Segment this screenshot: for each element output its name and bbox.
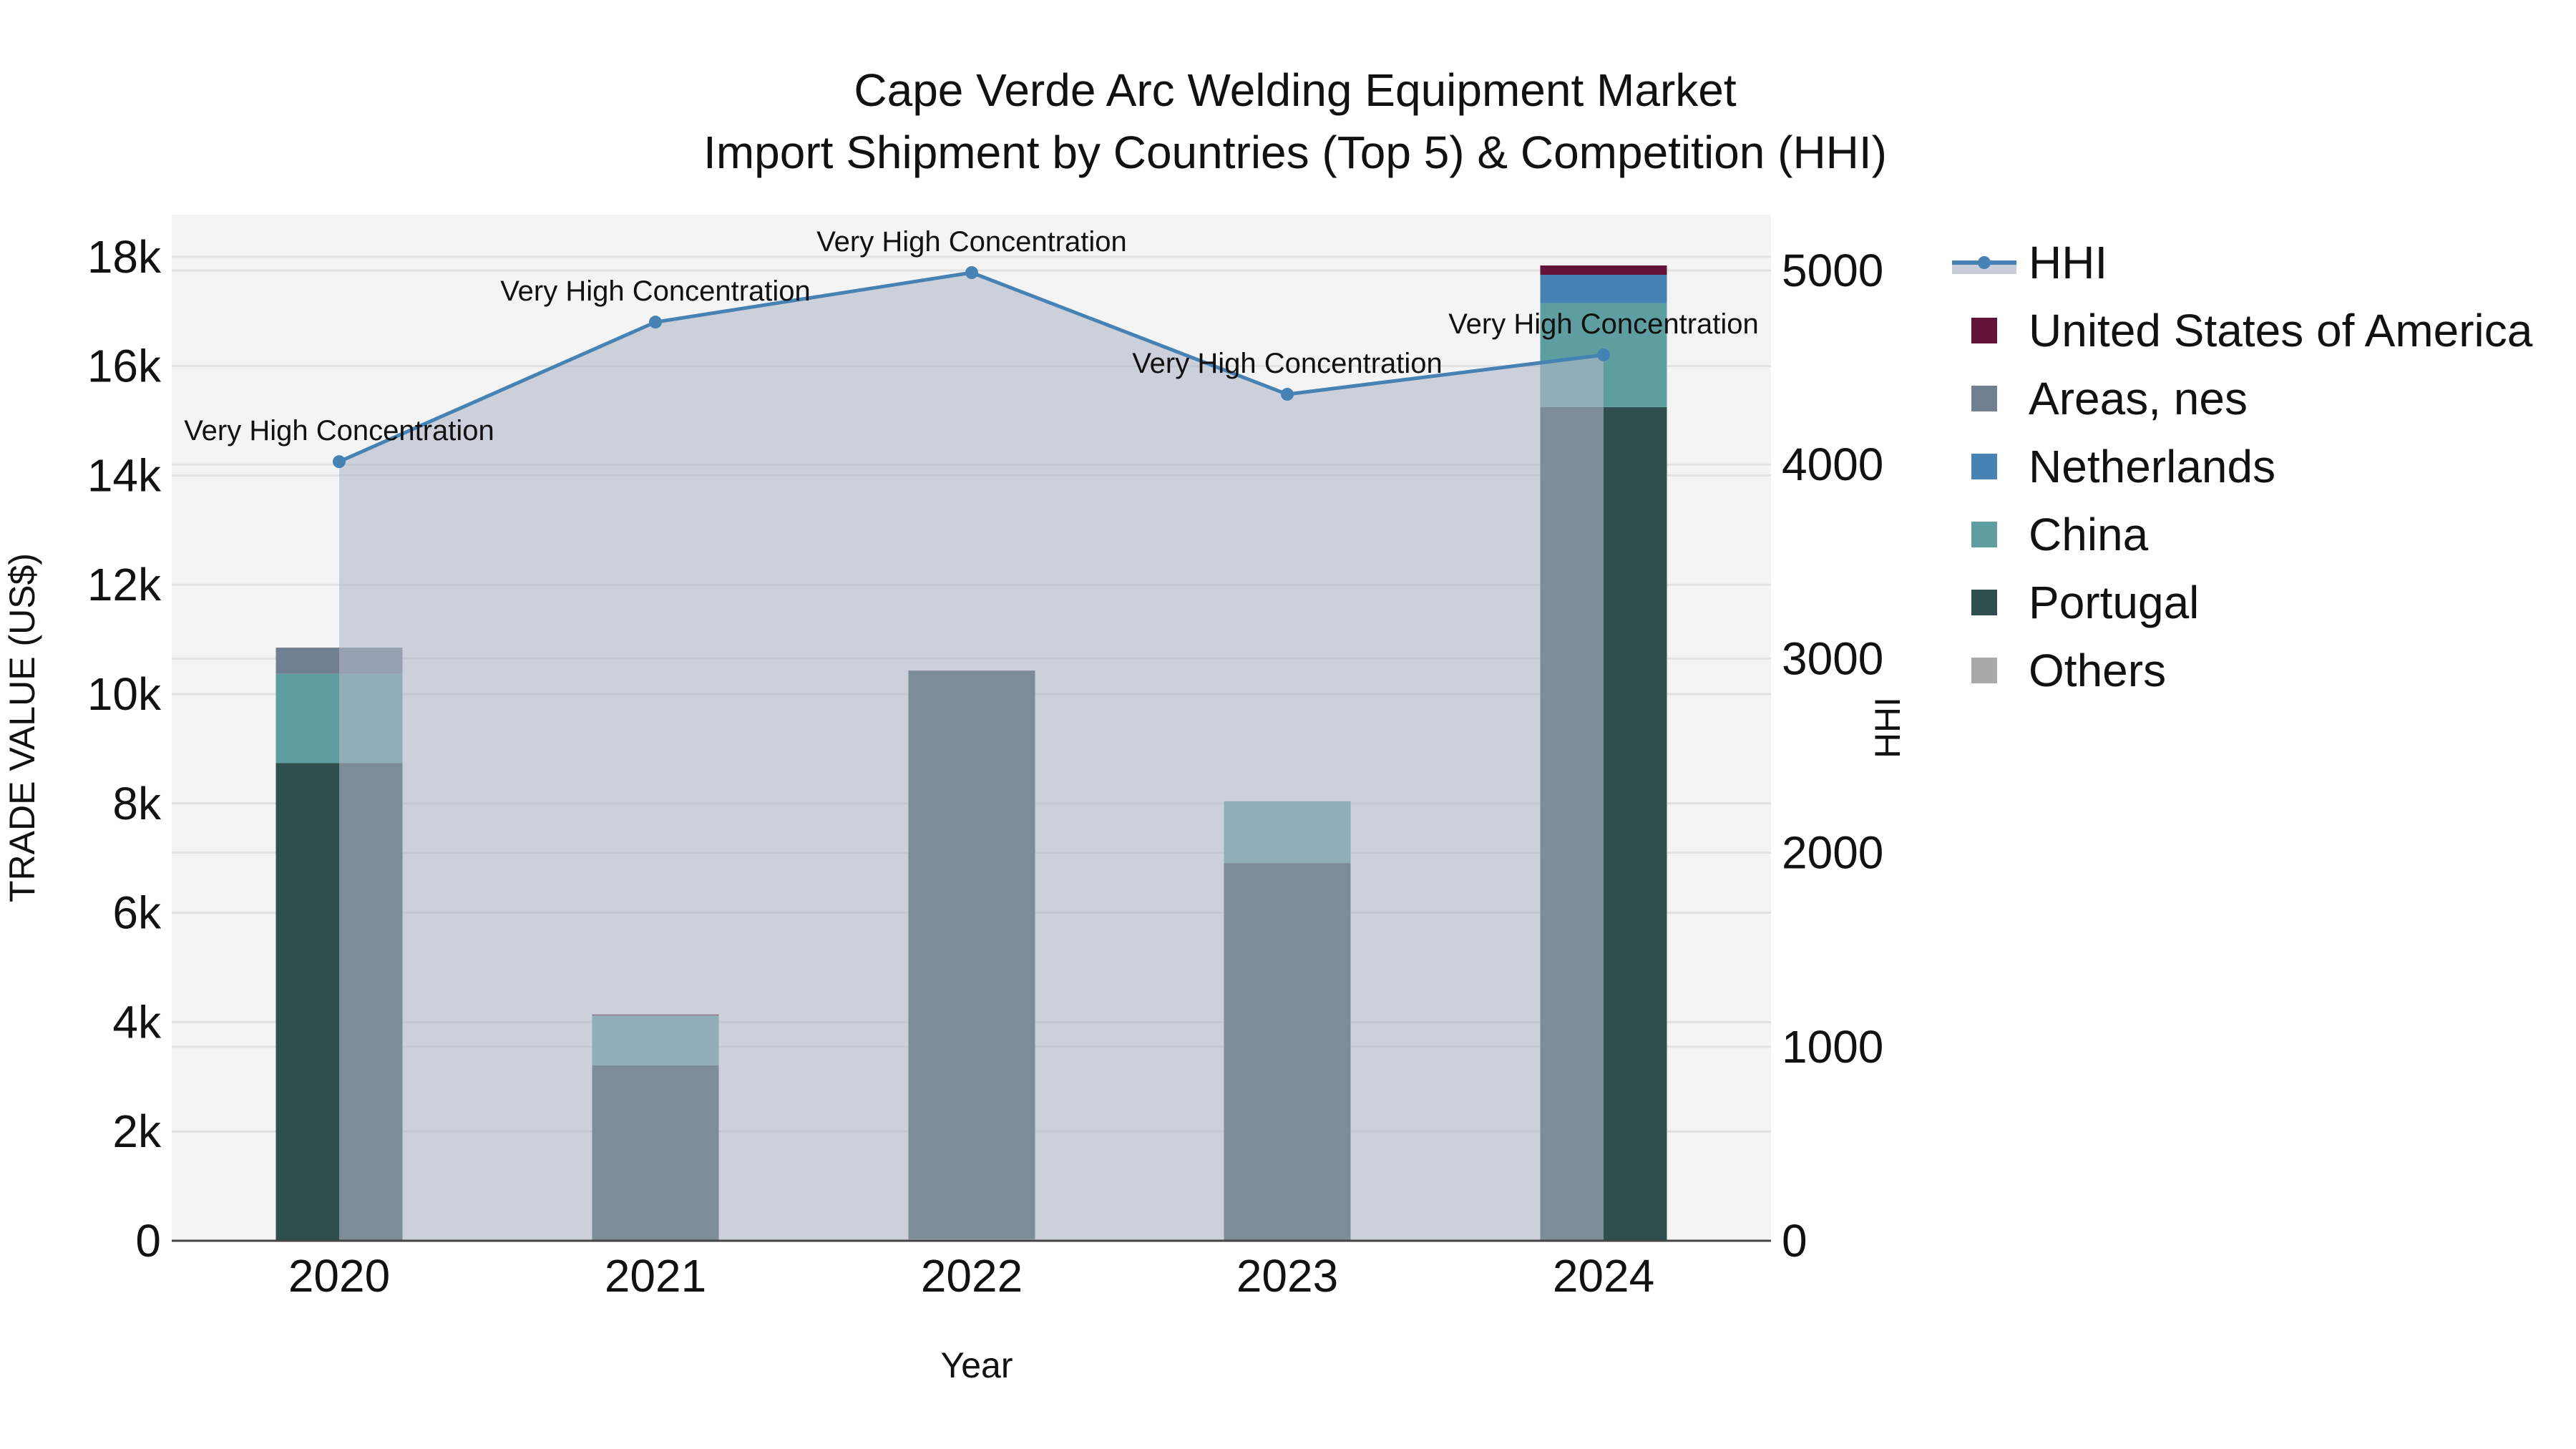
x-tick-label: 2024 — [1553, 1250, 1654, 1302]
legend-label: Others — [2029, 645, 2166, 696]
legend-item: Netherlands — [1971, 441, 2275, 492]
y-left-tick-label: 2k — [112, 1106, 162, 1157]
legend-label: HHI — [2029, 237, 2107, 288]
hhi-area-fill — [339, 272, 1604, 1241]
hhi-annotation: Very High Concentration — [1132, 348, 1443, 379]
y-left-tick-label: 10k — [87, 668, 162, 720]
legend-item: HHI — [1952, 237, 2107, 288]
x-tick-label: 2021 — [605, 1250, 706, 1302]
hhi-annotation: Very High Concentration — [500, 275, 811, 307]
legend-color-swatch — [1971, 590, 1997, 615]
hhi-line — [333, 265, 1610, 469]
hhi-marker — [333, 455, 346, 469]
y-right-tick-label: 4000 — [1782, 439, 1883, 490]
legend-item: United States of America — [1971, 305, 2533, 356]
legend-color-swatch — [1971, 658, 1997, 683]
legend-hhi-marker-icon — [1978, 256, 1991, 269]
x-ticks: 2020 2021 2022 2023 2024 — [288, 1250, 1654, 1302]
legend-color-swatch — [1971, 454, 1997, 479]
y-left-tick-label: 4k — [112, 996, 162, 1048]
y-left-tick-label: 14k — [87, 449, 162, 501]
chart-title-line1: Cape Verde Arc Welding Equipment Market — [854, 64, 1736, 116]
legend-label: United States of America — [2029, 305, 2533, 356]
legend-label: Portugal — [2029, 577, 2199, 628]
legend-item: Others — [1971, 645, 2166, 696]
bar-segment — [1540, 275, 1667, 303]
legend-color-swatch — [1971, 386, 1997, 411]
y-left-tick-label: 12k — [87, 559, 162, 610]
hhi-marker — [965, 265, 978, 279]
y-left-axis-title: TRADE VALUE (US$) — [2, 553, 42, 902]
hhi-annotation: Very High Concentration — [1448, 308, 1759, 340]
legend-label: Netherlands — [2029, 441, 2275, 492]
y-left-tick-label: 18k — [87, 231, 162, 283]
y-right-axis-title: HHI — [1868, 697, 1908, 758]
x-axis-title: Year — [940, 1345, 1013, 1385]
chart-title-line2: Import Shipment by Countries (Top 5) & C… — [703, 127, 1887, 178]
y-right-tick-label: 1000 — [1782, 1021, 1883, 1073]
y-left-tick-label: 16k — [87, 341, 162, 392]
y-right-tick-label: 3000 — [1782, 633, 1883, 684]
legend-item: Portugal — [1971, 577, 2199, 628]
x-tick-label: 2023 — [1236, 1250, 1338, 1302]
legend-item: Areas, nes — [1971, 373, 2248, 424]
y-right-tick-label: 5000 — [1782, 245, 1883, 296]
legend-color-swatch — [1971, 522, 1997, 547]
hhi-area — [339, 272, 1604, 1241]
hhi-annotation: Very High Concentration — [816, 226, 1127, 258]
hhi-marker — [649, 316, 662, 329]
hhi-annotation: Very High Concentration — [184, 415, 494, 447]
legend-color-swatch — [1971, 318, 1997, 343]
bar-segment — [1540, 265, 1667, 275]
y-right-tick-label: 2000 — [1782, 827, 1883, 879]
x-tick-label: 2020 — [288, 1250, 390, 1302]
y-left-tick-label: 8k — [112, 778, 162, 829]
y-left-tick-label: 0 — [135, 1215, 161, 1267]
legend-label: China — [2029, 509, 2149, 560]
y-left-ticks: 0 2k 4k 6k 8k 10k 12k 14k 16k 18k — [87, 231, 162, 1267]
hhi-marker — [1281, 388, 1294, 401]
legend-label: Areas, nes — [2029, 373, 2248, 424]
y-right-ticks: 0 1000 2000 3000 4000 5000 — [1782, 245, 1883, 1267]
y-left-tick-label: 6k — [112, 887, 162, 939]
legend-item: China — [1971, 509, 2149, 560]
x-tick-label: 2022 — [921, 1250, 1023, 1302]
legend: HHI United States of America Areas, nes Net… — [1952, 237, 2533, 696]
y-right-tick-label: 0 — [1782, 1215, 1807, 1267]
hhi-marker — [1597, 348, 1610, 361]
